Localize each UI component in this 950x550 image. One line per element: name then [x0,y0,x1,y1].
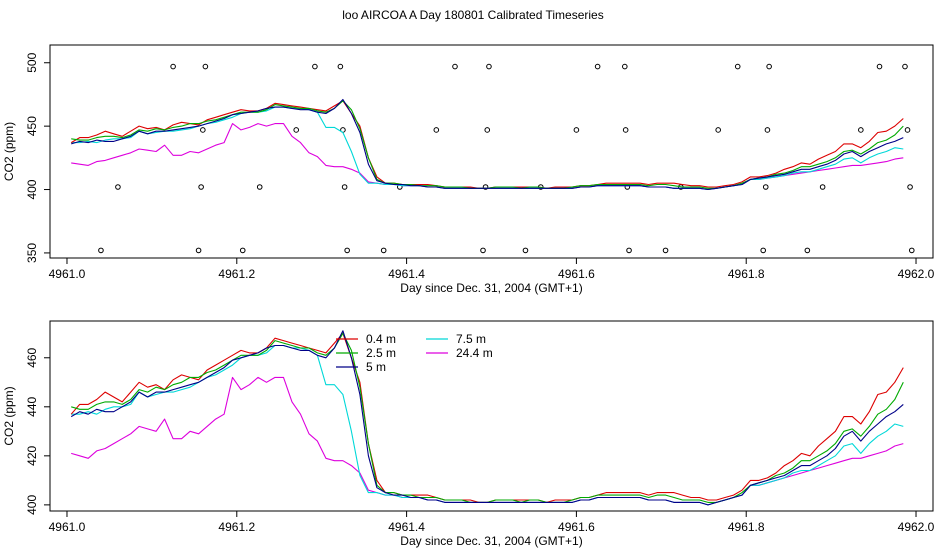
data-point [312,63,318,70]
data-point [734,63,741,70]
data-point [195,247,202,254]
data-point [115,184,121,190]
data-point [256,184,263,190]
y-axis-label: CO2 (ppm) [2,386,16,445]
data-point [715,127,721,133]
x-tick-label: 4961.6 [558,267,595,281]
data-point [766,63,772,70]
y-tick-label: 400 [25,495,39,515]
legend-label: 7.5 m [456,332,486,346]
data-point [452,63,458,70]
figure-title: loo AIRCOA A Day 180801 Calibrated Times… [342,8,603,22]
y-tick-label: 500 [25,52,39,72]
data-point [621,63,628,70]
data-point [762,184,769,190]
series-line-7-5-m [71,344,904,506]
data-point [344,247,350,254]
series-line-5-m [70,330,904,506]
y-tick-label: 440 [25,396,39,416]
x-tick-label: 4961.6 [558,520,595,534]
data-point [337,63,344,70]
data-point [380,247,387,254]
data-point [804,247,811,254]
y-axis-label: CO2 (ppm) [2,122,16,181]
data-point [200,127,206,133]
data-point [858,127,864,133]
data-point [433,127,440,133]
x-tick-label: 4961.2 [218,267,255,281]
data-point [760,247,766,254]
series-line-5-m [71,98,904,191]
series-line-7-5-m [71,106,904,191]
data-point [170,63,176,70]
y-tick-label: 460 [25,347,39,367]
series-line-24-4-m [71,376,904,506]
data-point [486,63,492,70]
x-tick-label: 4961.2 [218,520,255,534]
x-tick-label: 4961.0 [49,520,86,534]
series-line-24-4-m [71,123,904,191]
legend-label: 2.5 m [366,346,396,360]
data-point [907,184,913,190]
data-point [239,247,246,254]
data-point [626,247,632,254]
y-tick-label: 350 [25,243,39,263]
x-tick-label: 4961.0 [49,267,86,281]
legend-label: 24.4 m [456,346,493,360]
plot-area [70,63,915,254]
data-point [482,184,489,190]
data-point [293,127,300,133]
y-tick-label: 450 [25,116,39,136]
x-axis-label: Day since Dec. 31, 2004 (GMT+1) [400,534,582,548]
legend-label: 5 m [366,360,386,374]
data-point [908,247,915,254]
data-point [341,184,348,190]
plot-area [70,330,904,506]
x-tick-label: 4962.0 [898,520,935,534]
x-axis-label: Day since Dec. 31, 2004 (GMT+1) [400,281,582,295]
plot-frame [49,320,934,512]
data-point [622,127,629,133]
data-point [902,63,908,70]
data-point [573,127,580,133]
chart-panel-1: 4961.0 4961.2 4961.4 4961.6 4961.8 4962.0 Day … [2,44,935,295]
data-point [480,247,486,254]
data-point [522,247,529,254]
x-tick-label: 4961.8 [728,267,765,281]
x-tick-label: 4961.8 [728,520,765,534]
data-point [819,184,826,190]
data-point [662,247,669,254]
x-tick-label: 4961.4 [388,520,425,534]
legend-label: 0.4 m [366,332,396,346]
data-point [198,184,204,190]
legend: 0.4 m2.5 m5 m 7.5 m24.4 m [336,332,493,374]
data-point [202,63,209,70]
x-tick-label: 4962.0 [898,267,935,281]
data-point [484,127,491,133]
y-tick-label: 400 [25,179,39,199]
y-tick-label: 420 [25,446,39,466]
plot-frame [49,44,934,259]
data-point [98,247,104,254]
x-tick-label: 4961.4 [388,267,425,281]
data-point [594,63,601,70]
data-point [904,127,911,133]
chart-panel-2: 4961.0 4961.2 4961.4 4961.6 4961.8 4962.0 Day … [2,320,935,548]
data-point [876,63,883,70]
data-point [764,127,771,133]
